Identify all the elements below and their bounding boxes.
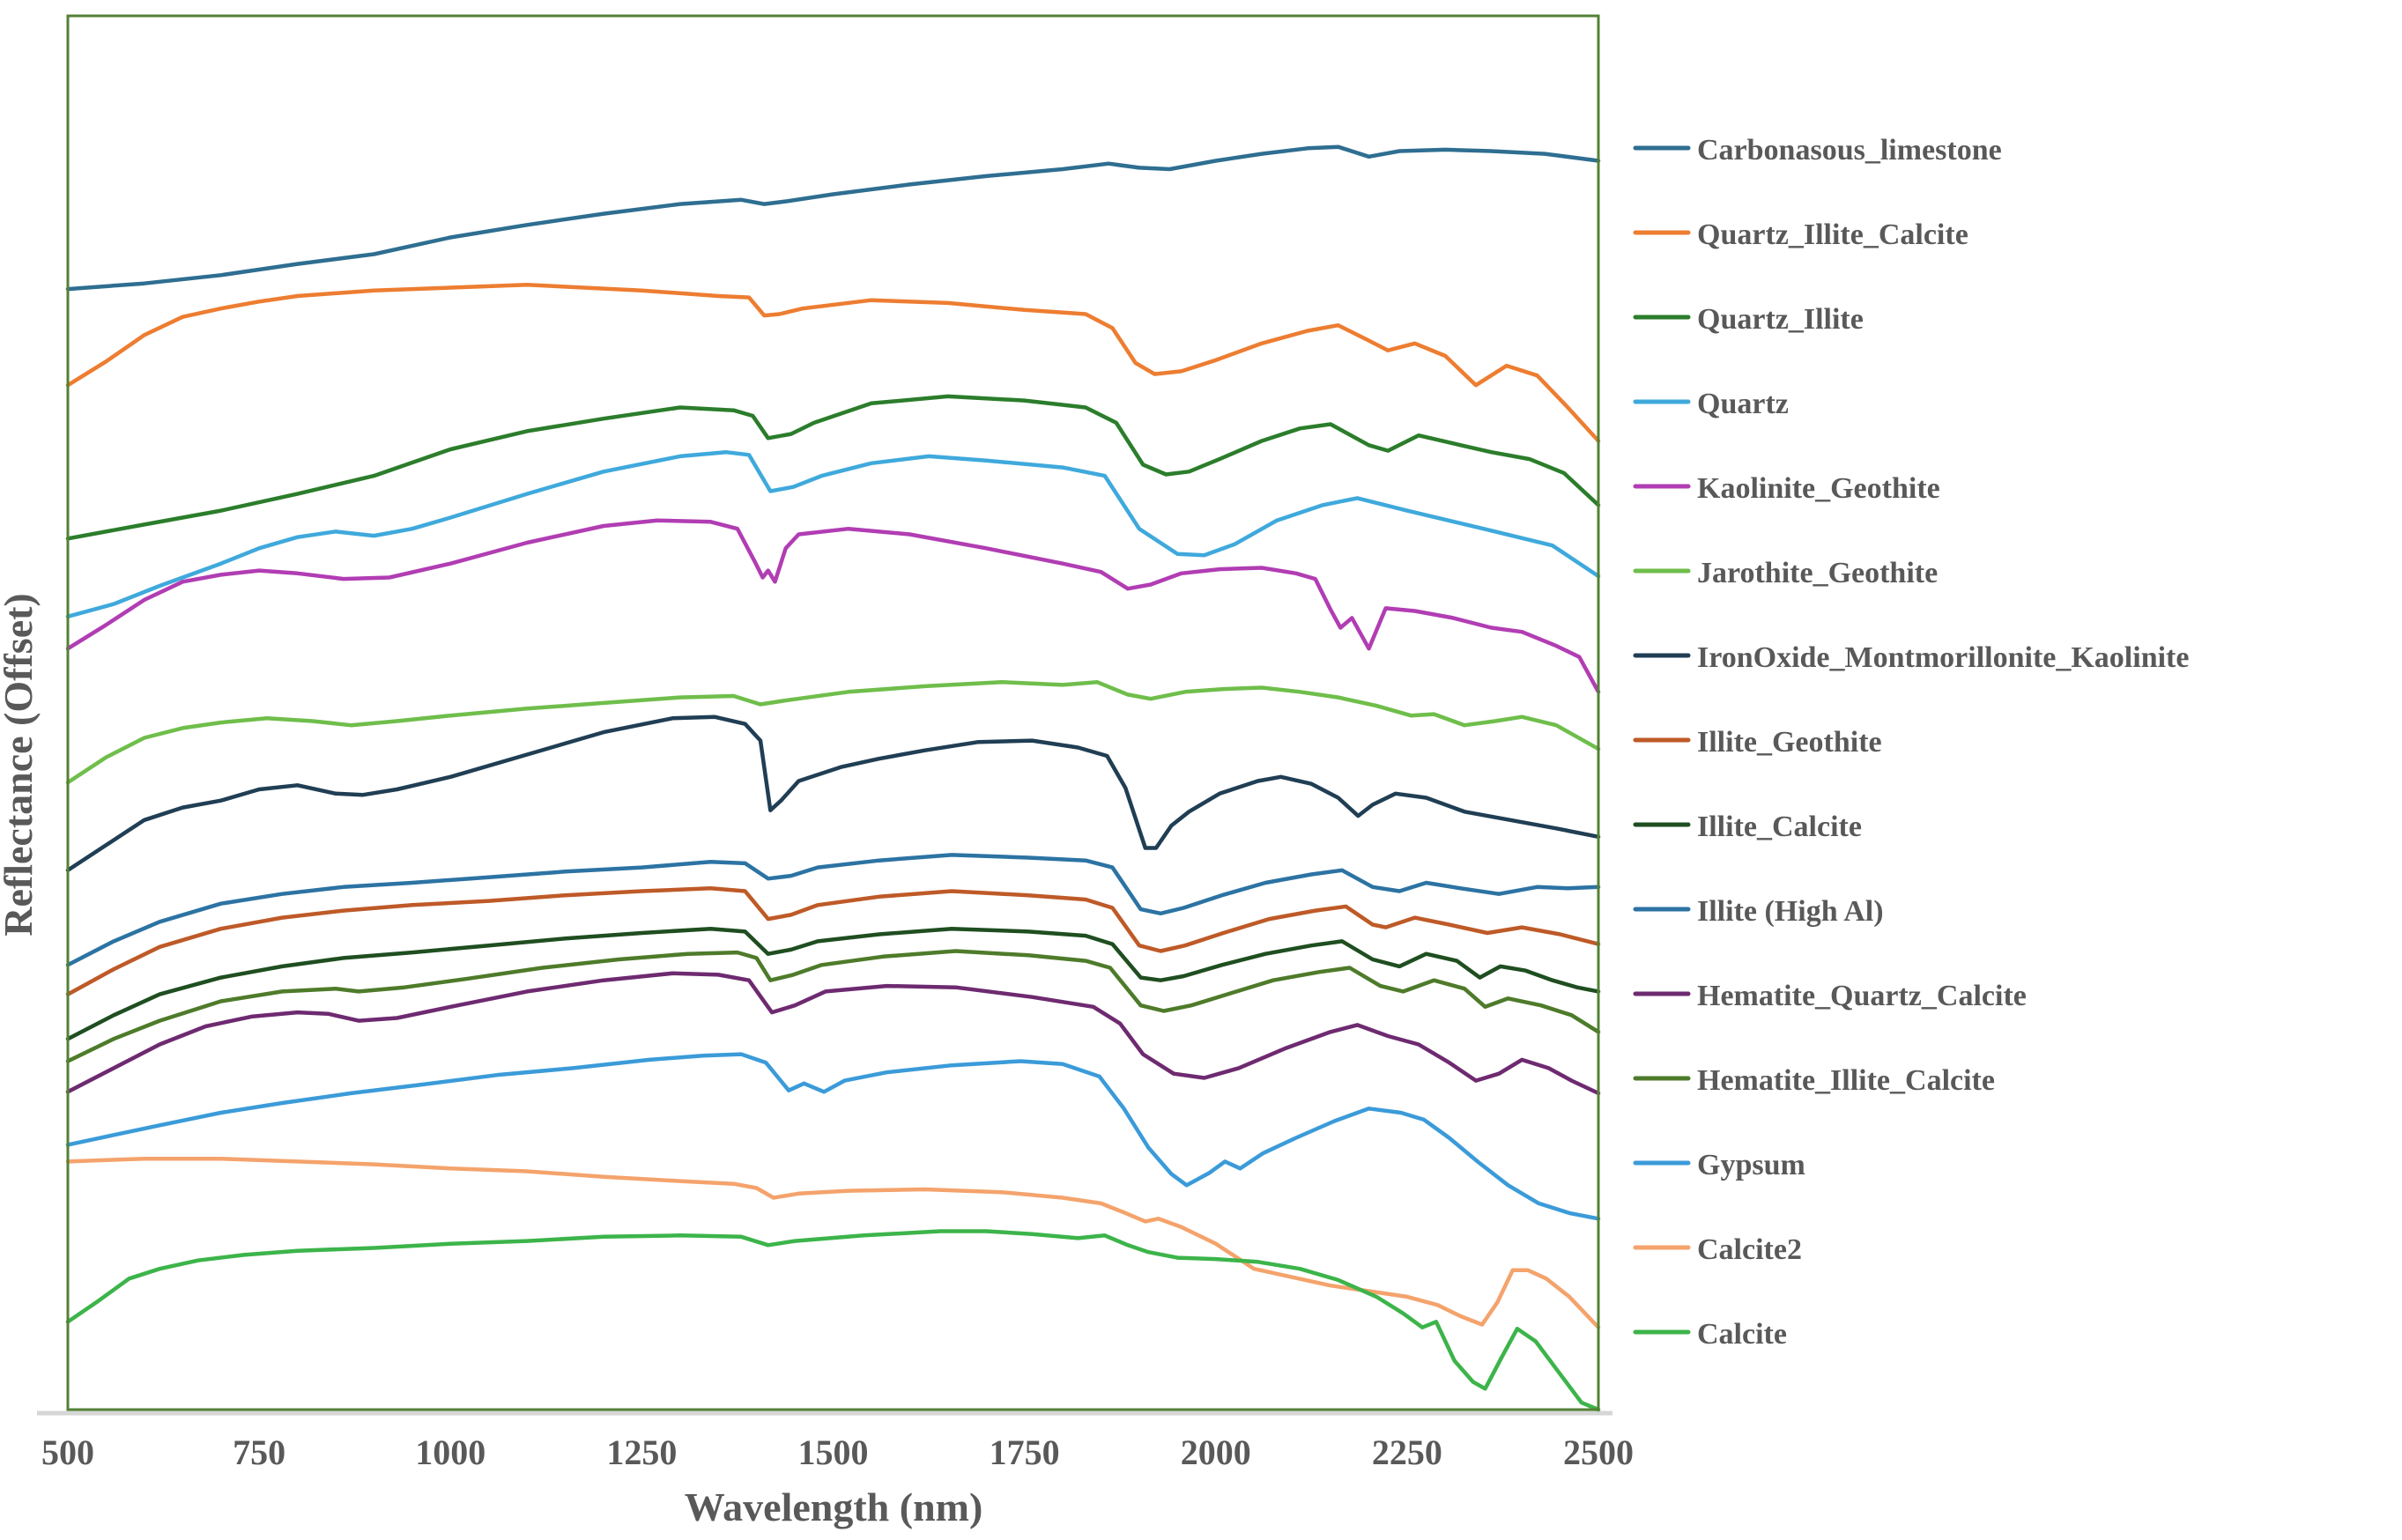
series-line-quartz-illite (65, 394, 1601, 541)
legend-label-quartz-illite-calcite: Quartz_Illite_Calcite (1697, 218, 1968, 251)
series-line-illite-high-al- (65, 853, 1601, 967)
legend-item-jarothite-geothite: Jarothite_Geothite (1633, 557, 1938, 589)
x-tick-label-2250: 2250 (1372, 1433, 1442, 1472)
legend-item-illite-high-al-: Illite (High Al) (1633, 895, 1884, 928)
legend-label-gypsum: Gypsum (1697, 1149, 1805, 1181)
legend-item-kaolinite-geothite: Kaolinite_Geothite (1633, 472, 1940, 505)
legend-item-ironoxide-montmorillonite-kaolinite: IronOxide_Montmorillonite_Kaolinite (1633, 641, 2189, 674)
series-line-jarothite-geothite (65, 679, 1601, 785)
series-line-gypsum (65, 1052, 1601, 1221)
legend-item-hematite-quartz-calcite: Hematite_Quartz_Calcite (1633, 980, 2027, 1012)
legend-item-quartz: Quartz (1633, 388, 1789, 420)
legend-label-hematite-quartz-calcite: Hematite_Quartz_Calcite (1697, 980, 2027, 1012)
plot-border (66, 14, 1600, 1411)
series-line-calcite2 (65, 1156, 1601, 1329)
x-tick-label-750: 750 (233, 1433, 285, 1472)
legend-item-hematite-illite-calcite: Hematite_Illite_Calcite (1633, 1064, 1995, 1097)
series-line-quartz (65, 449, 1601, 619)
x-tick-label-2500: 2500 (1563, 1433, 1634, 1472)
x-tick-label-1750: 1750 (990, 1433, 1060, 1472)
x-tick-label-1250: 1250 (606, 1433, 677, 1472)
y-axis-title: Reflectance (Offset) (0, 593, 41, 937)
legend-label-jarothite-geothite: Jarothite_Geothite (1697, 557, 1938, 589)
series-line-hematite-illite-calcite (65, 949, 1601, 1063)
legend-label-quartz: Quartz (1697, 388, 1789, 420)
x-tick-label-500: 500 (41, 1433, 94, 1472)
frame-layer (66, 14, 1600, 1411)
series-line-hematite-quartz-calcite (65, 971, 1601, 1096)
x-tick-label-2000: 2000 (1181, 1433, 1251, 1472)
x-tick-label-1000: 1000 (415, 1433, 486, 1472)
legend-item-illite-calcite: Illite_Calcite (1633, 811, 1862, 843)
x-tick-labels: 500 750 1000 1250 1500 1750 2000 2250 2500 (41, 1433, 1634, 1472)
legend-label-quartz-illite: Quartz_Illite (1697, 303, 1864, 336)
legend-label-carbonasous-limestone: Carbonasous_limestone (1697, 134, 2002, 167)
series-line-calcite (65, 1229, 1601, 1412)
legend-label-illite-geothite: Illite_Geothite (1697, 726, 1882, 759)
series-line-kaolinite-geothite (65, 518, 1601, 694)
series-line-quartz-illite-calcite (65, 283, 1601, 443)
legend-item-illite-geothite: Illite_Geothite (1633, 726, 1882, 759)
series-line-illite-geothite (65, 886, 1601, 996)
legend-label-ironoxide-montmorillonite-kaolinite: IronOxide_Montmorillonite_Kaolinite (1697, 641, 2189, 674)
legend-label-hematite-illite-calcite: Hematite_Illite_Calcite (1697, 1064, 1995, 1097)
legend-item-gypsum: Gypsum (1633, 1149, 1805, 1181)
legend-item-calcite2: Calcite2 (1633, 1233, 1802, 1266)
series-layer (65, 144, 1601, 1412)
legend-item-calcite: Calcite (1633, 1318, 1787, 1351)
legend-label-calcite: Calcite (1697, 1318, 1787, 1351)
legend-label-kaolinite-geothite: Kaolinite_Geothite (1697, 472, 1940, 505)
x-tick-label-1500: 1500 (798, 1433, 869, 1472)
legend-item-carbonasous-limestone: Carbonasous_limestone (1633, 134, 2002, 167)
series-line-ironoxide-montmorillonite-kaolinite (65, 714, 1601, 873)
legend: Carbonasous_limestone Quartz_Illite_Calci… (1633, 134, 2189, 1351)
series-line-illite-calcite (65, 926, 1601, 1041)
legend-item-quartz-illite-calcite: Quartz_Illite_Calcite (1633, 218, 1968, 251)
legend-label-illite-high-al-: Illite (High Al) (1697, 895, 1884, 928)
series-line-carbonasous-limestone (65, 144, 1601, 292)
legend-label-calcite2: Calcite2 (1697, 1233, 1802, 1266)
legend-item-quartz-illite: Quartz_Illite (1633, 303, 1864, 336)
legend-label-illite-calcite: Illite_Calcite (1697, 811, 1862, 843)
x-axis-title: Wavelength (nm) (685, 1484, 983, 1529)
